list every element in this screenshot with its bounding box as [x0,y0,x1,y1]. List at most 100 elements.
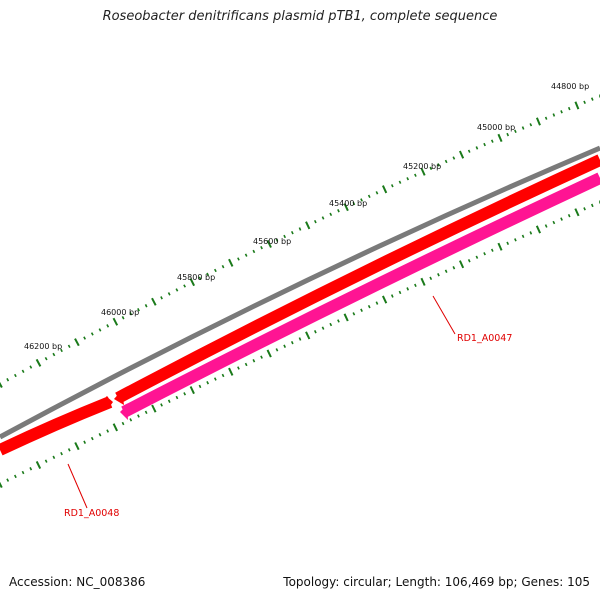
inner-tick [206,381,210,385]
scale-label: 46000 bp [101,308,139,317]
outer-tick [52,352,56,357]
outer-tick [74,338,80,347]
scale-label: 45600 bp [253,237,291,246]
outer-tick [567,106,571,111]
gene-label-rd1-a0048[interactable]: RD1_A0048 [64,508,119,519]
outer-tick [444,159,448,164]
scale-label: 44800 bp [551,82,589,91]
inner-tick [444,269,448,273]
outer-tick [497,133,503,142]
inner-tick [290,340,294,345]
inner-tick [497,242,503,251]
inner-tick [60,451,63,456]
outer-tick [521,126,525,130]
inner-tick [213,377,217,381]
inner-tick [198,384,202,389]
inner-tick [98,433,102,437]
inner-tick [514,238,517,242]
gene-label-rd1-a0047[interactable]: RD1_A0047 [457,333,512,344]
outer-tick [544,116,548,120]
outer-tick [13,373,17,378]
inner-tick [151,404,157,413]
inner-tick [313,330,317,334]
inner-tick [367,304,371,309]
outer-tick [183,284,187,288]
outer-tick [83,336,87,340]
inner-tick [175,395,179,400]
outer-tick [429,166,433,171]
outer-tick [352,201,356,206]
inner-tick [458,260,465,269]
gene-rd1-a0047[interactable] [115,154,600,404]
outer-tick [381,185,388,194]
inner-tick [529,231,533,235]
outer-tick [305,221,311,230]
gene-rd1-a0048[interactable] [0,396,113,456]
gene-reverse-strand[interactable] [121,172,600,418]
inner-tick [112,423,118,432]
inner-tick [183,392,187,396]
outer-tick [60,348,63,353]
outer-tick [390,184,394,188]
outer-tick [90,332,94,336]
scale-label: 46200 bp [24,342,62,351]
accession-label: Accession: NC_008386 [9,575,146,589]
inner-tick [21,470,25,475]
inner-tick [189,386,195,395]
outer-tick [67,344,71,348]
outer-tick [452,156,456,160]
label-leader-rd1-a0047 [432,295,456,335]
inner-tick [521,234,525,239]
outer-tick [144,304,148,308]
inner-tick [137,414,140,418]
inner-tick [375,301,379,305]
outer-tick [590,97,594,101]
outer-tick [458,150,465,159]
inner-tick [0,481,3,489]
outer-tick [475,146,479,150]
inner-tick [67,448,71,452]
outer-tick [420,167,426,176]
inner-tick [475,255,479,259]
inner-tick [283,344,287,348]
outer-tick [529,123,533,127]
inner-tick [352,312,356,316]
inner-tick [321,326,325,330]
inner-tick [129,418,133,422]
inner-tick [574,208,580,217]
outer-tick [560,110,563,114]
inner-tick [329,322,333,327]
outer-tick [98,328,102,332]
outer-tick [44,357,48,361]
outer-tick [6,378,10,382]
outer-tick [298,227,302,231]
outer-tick [213,268,217,273]
outer-tick [467,149,471,153]
inner-tick [106,429,110,433]
outer-tick [0,381,3,388]
inner-tick [390,294,394,298]
inner-tick [360,308,363,312]
outer-tick [535,117,541,126]
inner-tick [237,366,240,370]
outer-tick [112,317,119,326]
inner-tick [221,373,225,378]
outer-tick-marks [0,94,600,388]
inner-tick [260,355,263,359]
outer-tick [552,113,556,117]
inner-tick [298,337,302,341]
outer-tick [228,258,234,267]
inner-tick [437,273,440,277]
inner-tick [144,410,148,415]
outer-tick [375,191,379,195]
inner-tick [535,225,542,234]
inner-tick [160,403,163,407]
outer-tick [483,142,486,147]
outer-tick [406,177,410,181]
outer-tick [414,173,417,177]
inner-tick [483,252,486,256]
scale-label: 45800 bp [177,273,215,282]
inner-tick [343,313,349,322]
